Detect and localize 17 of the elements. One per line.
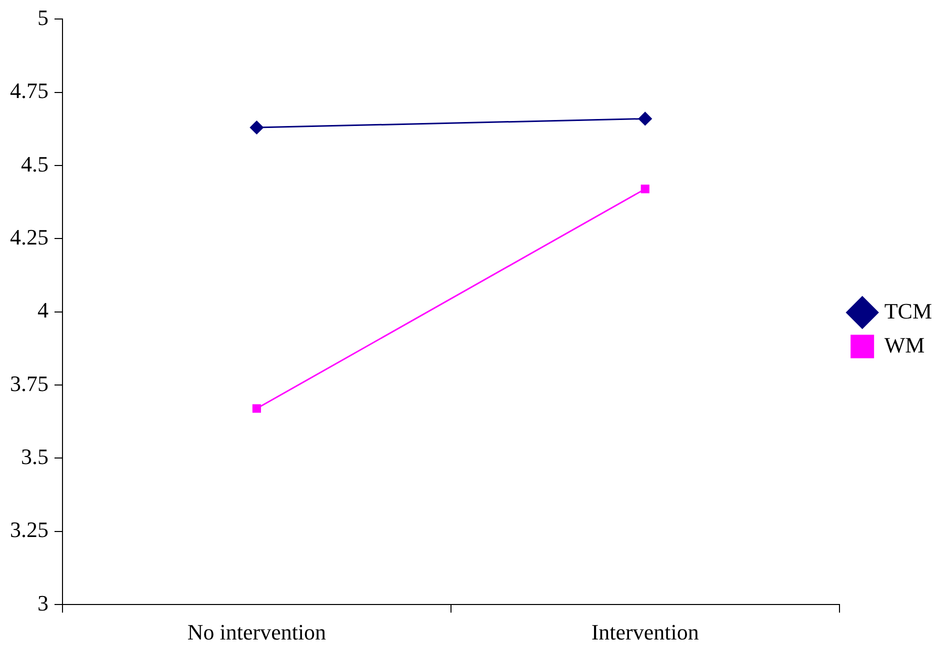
y-tick-label: 3.25 bbox=[10, 517, 48, 542]
y-tick-label: 3.5 bbox=[21, 444, 48, 470]
x-tick-label: Intervention bbox=[591, 620, 699, 645]
y-tick-label: 4 bbox=[38, 298, 48, 323]
x-tick-label: No intervention bbox=[187, 620, 326, 645]
point bbox=[250, 120, 264, 134]
y-tick-label: 5 bbox=[38, 4, 48, 30]
point bbox=[252, 404, 261, 413]
y-tick-label: 4.75 bbox=[10, 78, 48, 104]
legend-label: TCM bbox=[884, 298, 932, 324]
y-tick-label: 3.75 bbox=[10, 370, 48, 396]
point bbox=[638, 112, 652, 126]
y-tick-label: 4.5 bbox=[21, 151, 48, 176]
legend-label: WM bbox=[884, 332, 925, 358]
y-tick-label: 3 bbox=[38, 590, 48, 616]
y-tick-label: 4.25 bbox=[10, 224, 48, 250]
point bbox=[640, 184, 650, 194]
